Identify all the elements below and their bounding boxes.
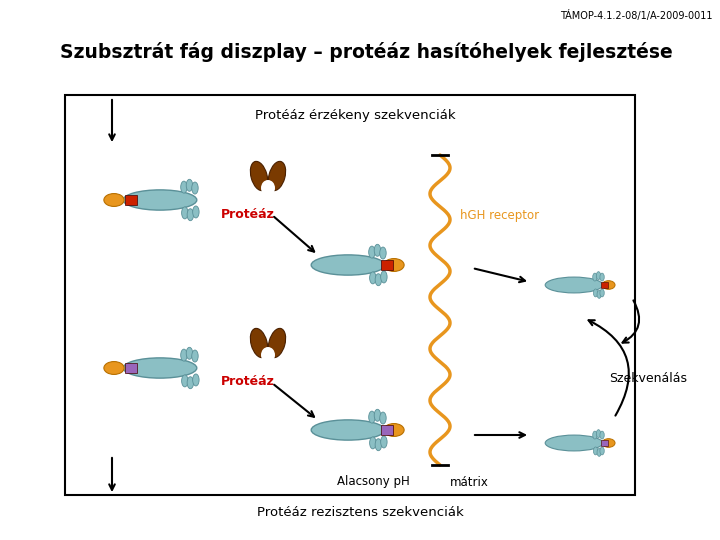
Ellipse shape (375, 274, 382, 286)
Ellipse shape (593, 431, 597, 439)
Ellipse shape (251, 328, 268, 357)
Text: TÁMOP-4.1.2-08/1/A-2009-0011: TÁMOP-4.1.2-08/1/A-2009-0011 (560, 10, 713, 21)
Ellipse shape (311, 255, 384, 275)
Text: Alacsony pH: Alacsony pH (337, 476, 410, 489)
Ellipse shape (600, 431, 604, 439)
Ellipse shape (369, 411, 375, 423)
Ellipse shape (193, 206, 199, 218)
Bar (125, 363, 137, 373)
Ellipse shape (187, 377, 194, 389)
Ellipse shape (192, 182, 198, 194)
Ellipse shape (593, 273, 597, 281)
Ellipse shape (369, 246, 375, 258)
Ellipse shape (593, 447, 598, 455)
Ellipse shape (181, 207, 188, 219)
Ellipse shape (602, 438, 615, 447)
Text: Szubsztrát fág diszplay – protéáz hasítóhelyek fejlesztése: Szubsztrát fág diszplay – protéáz hasító… (60, 42, 672, 62)
Ellipse shape (186, 179, 193, 191)
Ellipse shape (181, 375, 188, 387)
Ellipse shape (597, 448, 601, 456)
Ellipse shape (311, 420, 384, 440)
Ellipse shape (104, 362, 124, 374)
Ellipse shape (374, 409, 381, 421)
Ellipse shape (261, 347, 275, 363)
Ellipse shape (545, 277, 603, 293)
Ellipse shape (269, 328, 286, 357)
Text: Szekvenálás: Szekvenálás (609, 372, 687, 384)
Ellipse shape (186, 347, 193, 359)
Text: hGH receptor: hGH receptor (460, 208, 539, 221)
Text: Protéáz: Protéáz (221, 208, 275, 221)
Ellipse shape (261, 180, 275, 196)
Ellipse shape (369, 272, 376, 284)
Ellipse shape (381, 436, 387, 448)
Ellipse shape (379, 247, 386, 259)
Ellipse shape (384, 259, 404, 272)
Bar (381, 426, 393, 435)
Ellipse shape (600, 447, 604, 455)
Ellipse shape (123, 358, 197, 378)
Ellipse shape (602, 281, 615, 289)
Ellipse shape (381, 271, 387, 283)
Ellipse shape (192, 350, 198, 362)
Ellipse shape (104, 193, 124, 206)
Ellipse shape (597, 291, 601, 298)
Ellipse shape (596, 430, 600, 437)
Bar (600, 440, 608, 446)
Text: Protéáz rezisztens szekvenciák: Protéáz rezisztens szekvenciák (256, 505, 464, 518)
Ellipse shape (600, 273, 604, 281)
Text: Protéáz: Protéáz (221, 375, 275, 388)
Ellipse shape (384, 423, 404, 436)
Text: mátrix: mátrix (450, 476, 489, 489)
Ellipse shape (379, 412, 386, 424)
Bar (65, 95, 635, 495)
Ellipse shape (375, 438, 382, 451)
Ellipse shape (187, 209, 194, 221)
Ellipse shape (123, 190, 197, 210)
Ellipse shape (181, 349, 187, 361)
Ellipse shape (596, 272, 600, 280)
Ellipse shape (193, 374, 199, 386)
Ellipse shape (545, 435, 603, 451)
Bar (381, 260, 393, 269)
Ellipse shape (251, 161, 268, 191)
Bar (125, 195, 137, 205)
Ellipse shape (181, 181, 187, 193)
Text: Protéáz érzékeny szekvenciák: Protéáz érzékeny szekvenciák (255, 109, 455, 122)
Ellipse shape (369, 437, 376, 449)
Ellipse shape (600, 289, 604, 297)
Bar (600, 282, 608, 288)
Ellipse shape (374, 244, 381, 256)
Ellipse shape (593, 289, 598, 297)
Ellipse shape (269, 161, 286, 191)
